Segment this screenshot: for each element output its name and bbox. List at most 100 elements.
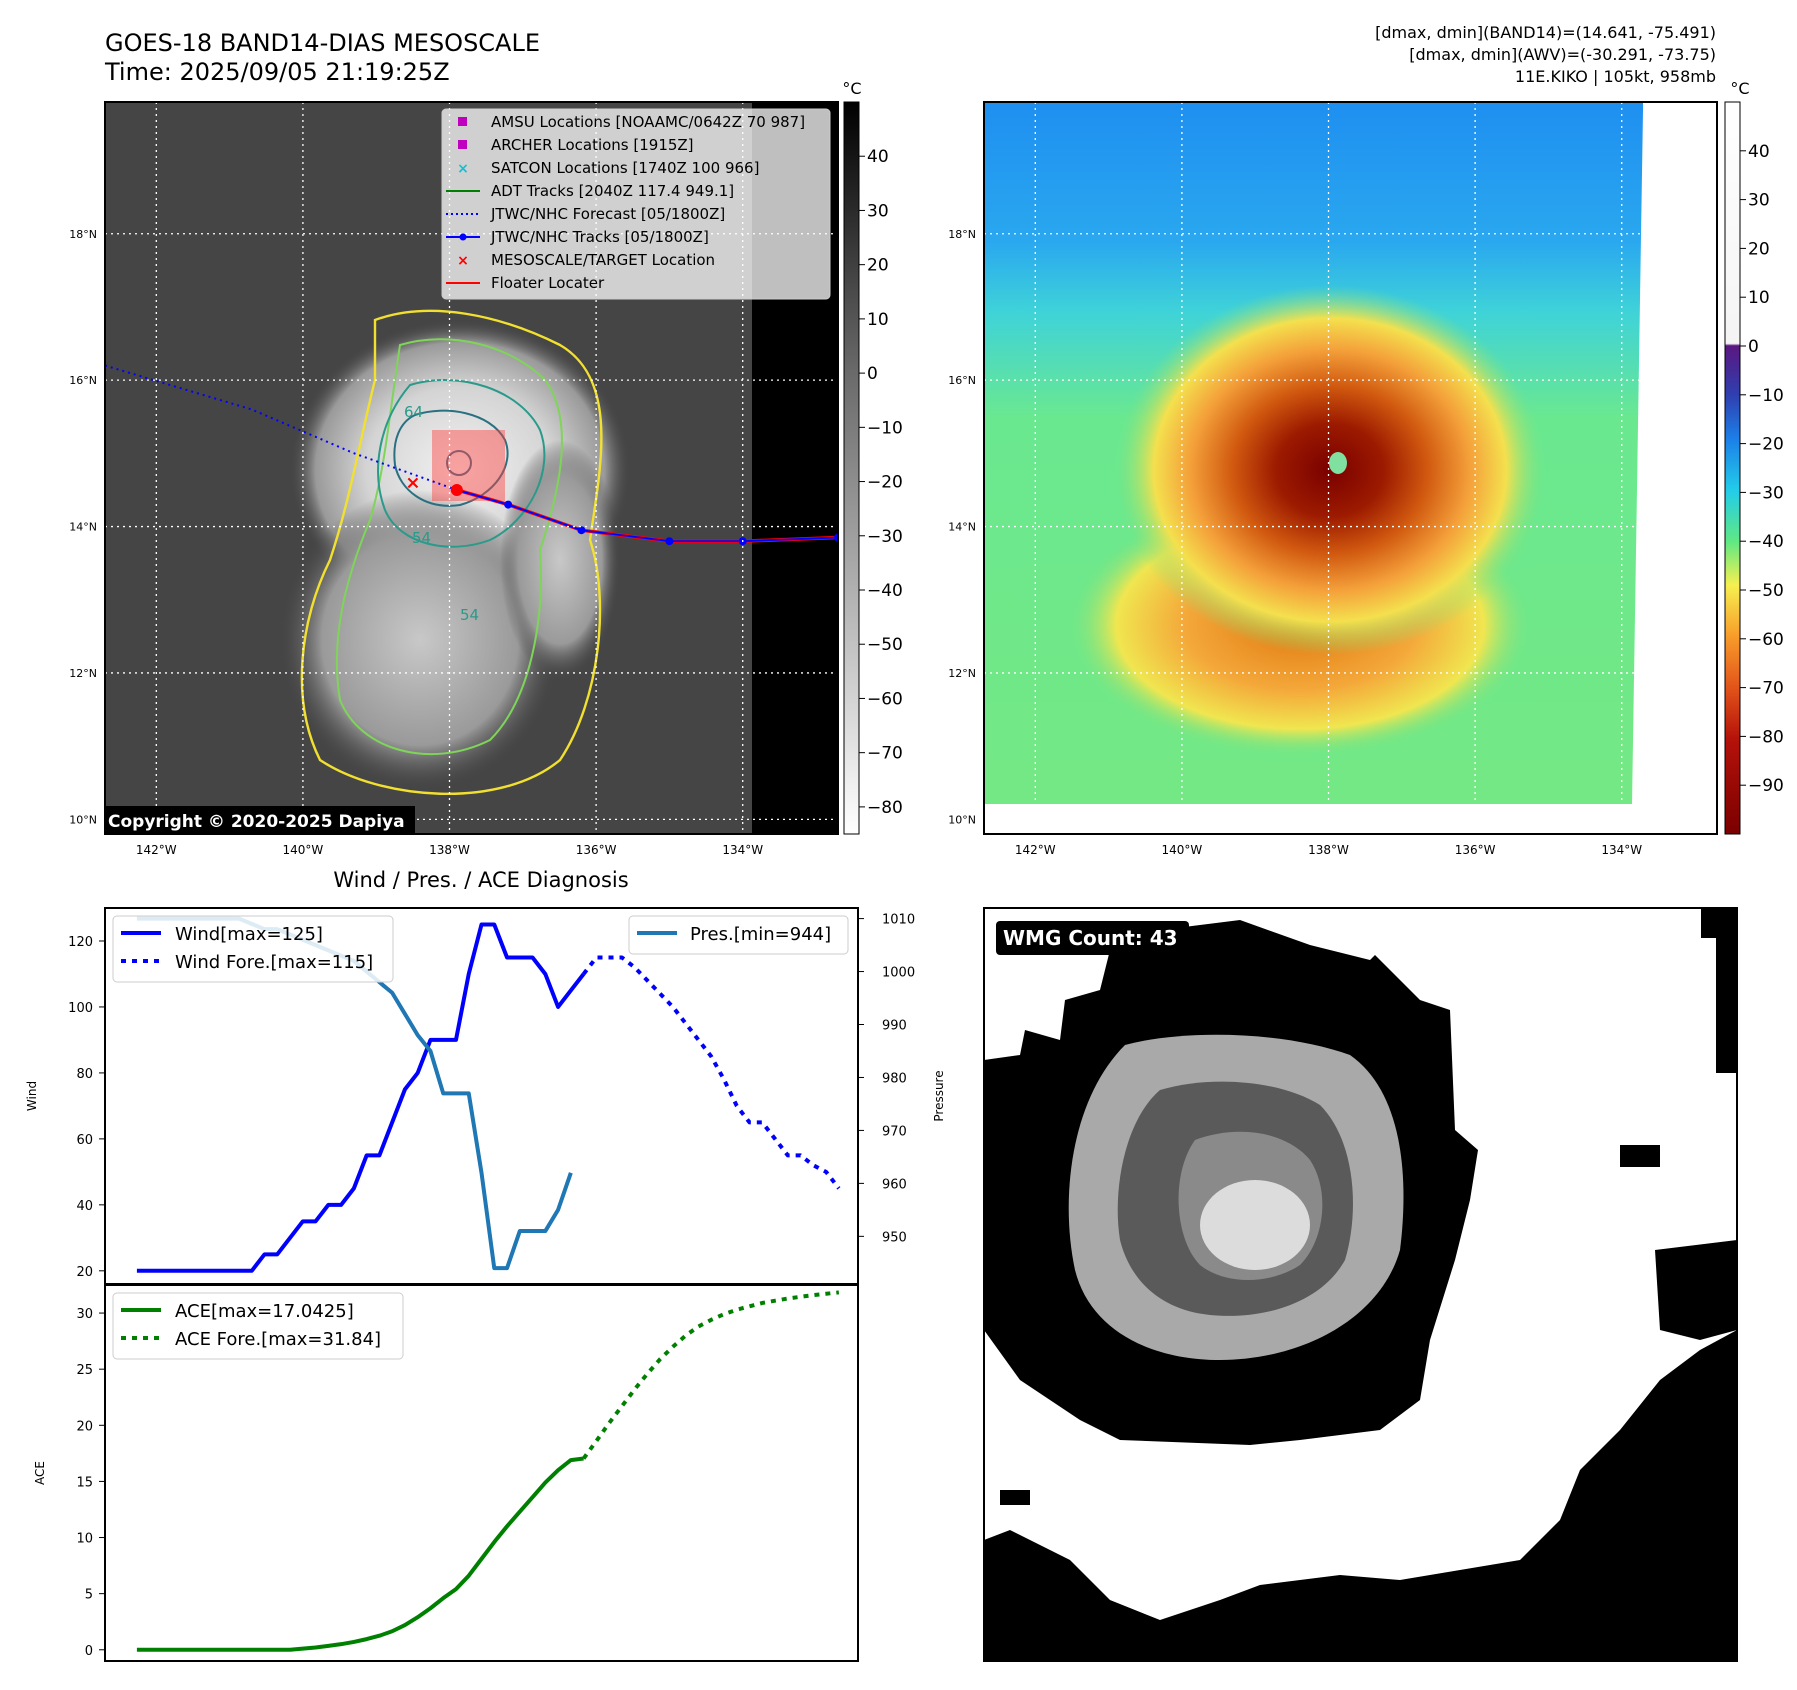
awv-colorbar-tick-label: −10 bbox=[1748, 386, 1784, 406]
storm-info: 11E.KIKO | 105kt, 958mb bbox=[1515, 67, 1716, 86]
ir-colorbar-tick-label: −40 bbox=[867, 581, 903, 601]
copyright-box bbox=[105, 806, 415, 834]
ir-colorbar-tick-label: 10 bbox=[867, 310, 889, 330]
awv-imagery bbox=[984, 102, 1643, 804]
ir-colorbar-tick-label: 40 bbox=[867, 147, 889, 167]
ace-ytick-label: 0 bbox=[85, 1644, 93, 1659]
legend-label: Floater Locater bbox=[491, 274, 605, 292]
legend-label: ADT Tracks [2040Z 117.4 949.1] bbox=[491, 182, 734, 200]
ir-colorbar-tick-label: 0 bbox=[867, 364, 878, 384]
awv-core bbox=[1115, 285, 1545, 655]
legend-label: ARCHER Locations [1915Z] bbox=[491, 136, 694, 154]
awv-lon-label: 134°W bbox=[1601, 843, 1642, 857]
wind-legend: Wind[max=125] Wind Fore.[max=115] bbox=[112, 915, 394, 983]
awv-colorbar-tick-label: −90 bbox=[1748, 776, 1784, 796]
ir-colorbar-tick-label: 20 bbox=[867, 256, 889, 276]
wind-ytick-label: 40 bbox=[76, 1199, 93, 1214]
track-point bbox=[577, 526, 586, 535]
contour-label-54a: 54 bbox=[412, 529, 431, 547]
pressure-ylabel: Pressure bbox=[932, 1070, 946, 1121]
awv-panel: 142°W 140°W 138°W 136°W 134°W 18°N 16°N 14°N 12°… bbox=[948, 79, 1784, 857]
wind-ytick-right-label: 960 bbox=[882, 1177, 907, 1192]
awv-colorbar-tick-label: −40 bbox=[1748, 532, 1784, 552]
ir-rainband-south bbox=[280, 490, 560, 790]
ir-panel: 64 54 54 × 142°W 140°W 138°W 136°W 134°W 18°N… bbox=[69, 79, 903, 857]
diagnosis-title: Wind / Pres. / ACE Diagnosis bbox=[333, 868, 628, 892]
legend-box bbox=[441, 108, 831, 300]
ir-colorbar-tick-label: −10 bbox=[867, 418, 903, 438]
copyright-text: Copyright © 2020-2025 Dapiya bbox=[108, 812, 405, 832]
ir-colorbar-tick-label: −80 bbox=[867, 798, 903, 818]
wmg-black-region-south bbox=[984, 1330, 1737, 1661]
awv-colorbar-tick-label: 10 bbox=[1748, 288, 1770, 308]
wind-ylabel: Wind bbox=[25, 1081, 39, 1111]
wind-legend-box bbox=[112, 915, 394, 983]
ace-legend-box bbox=[112, 1292, 404, 1360]
ir-colorbar-ticks: 40 30 20 10 0 −10 −20 −30 −40 −50 −60 −70 −80 bbox=[859, 147, 903, 818]
ir-colorbar-tick-label: −20 bbox=[867, 473, 903, 493]
wind-ytick-label: 120 bbox=[68, 935, 93, 950]
ir-lat-label: 14°N bbox=[69, 521, 97, 534]
ir-lat-label: 18°N bbox=[69, 228, 97, 241]
wind-fore-legend-label: Wind Fore.[max=115] bbox=[175, 952, 373, 973]
observed-track bbox=[456, 489, 838, 543]
awv-colorbar bbox=[1724, 101, 1741, 835]
awv-lon-label: 140°W bbox=[1162, 843, 1203, 857]
ace-ylabel: ACE bbox=[33, 1461, 47, 1485]
ir-lon-label: 138°W bbox=[429, 843, 470, 857]
ir-colorbar-tick-label: −60 bbox=[867, 689, 903, 709]
awv-lon-label: 136°W bbox=[1455, 843, 1496, 857]
ace-ytick-label: 10 bbox=[76, 1532, 93, 1547]
wind-legend-label: Wind[max=125] bbox=[175, 924, 323, 945]
ace-series-line bbox=[136, 1456, 584, 1652]
wind-ytick-label: 20 bbox=[76, 1265, 93, 1280]
figure-time: Time: 2025/09/05 21:19:25Z bbox=[104, 58, 450, 86]
ace-legend-label: ACE[max=17.0425] bbox=[175, 1301, 354, 1322]
ir-lat-label: 12°N bbox=[69, 667, 97, 680]
ir-frame bbox=[104, 101, 839, 835]
wind-ytick-label: 100 bbox=[68, 1001, 93, 1016]
awv-colorbar-tick-label: 20 bbox=[1748, 239, 1770, 259]
figure-title: GOES-18 BAND14-DIAS MESOSCALE bbox=[105, 29, 540, 57]
awv-colorbar-tick-label: −70 bbox=[1748, 679, 1784, 699]
wind-series-line bbox=[582, 955, 841, 1190]
wind-series-line bbox=[136, 922, 586, 1273]
awv-eye bbox=[1329, 452, 1347, 474]
pres-legend: Pres.[min=944] bbox=[628, 915, 849, 955]
ace-legend: ACE[max=17.0425] ACE Fore.[max=31.84] bbox=[112, 1292, 404, 1360]
track-point bbox=[504, 500, 513, 509]
stats-awv: [dmax, dmin](AWV)=(-30.291, -73.75) bbox=[1409, 45, 1716, 64]
wmg-panel: WMG Count: 43 bbox=[983, 907, 1738, 1662]
awv-lon-label: 138°W bbox=[1308, 843, 1349, 857]
stats-band14: [dmax, dmin](BAND14)=(14.641, -75.491) bbox=[1375, 23, 1716, 42]
awv-colorbar-tick-label: −80 bbox=[1748, 727, 1784, 747]
ir-colorbar-tick-label: −70 bbox=[867, 744, 903, 764]
awv-colorbar-unit: °C bbox=[1730, 79, 1749, 98]
wind-ytick-right-label: 950 bbox=[882, 1230, 907, 1245]
wind-ytick-right-label: 1000 bbox=[882, 966, 915, 981]
wmg-black-corner bbox=[1701, 908, 1737, 938]
wind-pressure-panel: Wind / Pres. / ACE Diagnosis 20 40 60 80 100… bbox=[25, 868, 946, 1285]
wmg-lightest-core bbox=[1200, 1180, 1310, 1270]
wmg-black-block-right bbox=[1620, 1145, 1660, 1167]
wind-ytick-right-label: 980 bbox=[882, 1071, 907, 1086]
awv-lat-label: 14°N bbox=[948, 521, 976, 534]
wind-ytick-right-label: 1010 bbox=[882, 913, 915, 928]
ir-colorbar-tick-label: 30 bbox=[867, 201, 889, 221]
ir-colorbar-tick-label: −50 bbox=[867, 635, 903, 655]
ir-lat-label: 10°N bbox=[69, 813, 97, 826]
wind-ytick-right-label: 970 bbox=[882, 1124, 907, 1139]
awv-colorbar-tick-label: −20 bbox=[1748, 435, 1784, 455]
legend-x-marker: × bbox=[457, 161, 469, 177]
forecast-track bbox=[105, 364, 458, 491]
ace-ytick-label: 15 bbox=[76, 1475, 93, 1490]
ir-lon-label: 142°W bbox=[136, 843, 177, 857]
ir-contour-inner bbox=[377, 379, 546, 548]
wmg-heatmap: WMG Count: 43 bbox=[984, 908, 1737, 1661]
awv-colorbar-tick-label: −60 bbox=[1748, 630, 1784, 650]
awv-lat-label: 10°N bbox=[948, 813, 976, 826]
ir-lat-label: 16°N bbox=[69, 374, 97, 387]
ace-panel: 0 5 10 15 20 25 30 ACE ACE[max=17.0425] ACE Fo… bbox=[33, 1284, 859, 1662]
legend-label: MESOSCALE/TARGET Location bbox=[491, 251, 715, 269]
